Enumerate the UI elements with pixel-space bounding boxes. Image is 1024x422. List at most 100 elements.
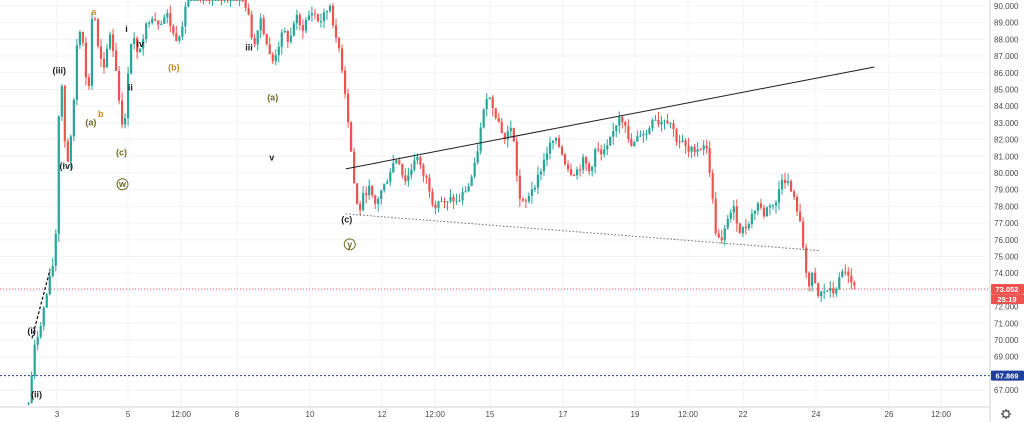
- candle-body: [211, 0, 214, 1]
- candle-body: [572, 174, 576, 176]
- candle-body: [729, 212, 732, 219]
- gear-icon[interactable]: [1001, 409, 1011, 419]
- candle-body: [139, 48, 142, 53]
- candle-body: [642, 134, 645, 136]
- candle-body: [762, 207, 766, 217]
- impulse-trendline: [31, 269, 51, 339]
- candle-body: [105, 48, 109, 68]
- candle-body: [811, 272, 814, 287]
- candle-body: [51, 265, 54, 276]
- wave-label: iii: [245, 42, 253, 52]
- x-tick-label: 12:00: [931, 410, 952, 419]
- candle-body: [476, 151, 479, 163]
- candle-body: [482, 109, 485, 128]
- candle-body: [681, 140, 684, 142]
- candle-body: [609, 136, 612, 146]
- candle-body: [735, 206, 738, 224]
- wave-label: w: [118, 179, 127, 189]
- candle-body: [377, 199, 380, 204]
- candle-body: [130, 43, 133, 74]
- candle-body: [226, 0, 229, 1]
- candle-body: [503, 132, 506, 140]
- candle-body: [464, 191, 467, 193]
- wave-label: a: [91, 7, 97, 17]
- candle-body: [518, 175, 521, 199]
- candle-body: [60, 85, 63, 117]
- x-tick-label: 12: [378, 410, 387, 419]
- candle-body: [588, 163, 591, 172]
- wave-label-circle: [116, 178, 129, 191]
- candle-body: [699, 149, 702, 151]
- candle-body: [579, 169, 582, 171]
- candle-body: [678, 141, 681, 143]
- x-tick-label: 12:00: [425, 410, 446, 419]
- candle-body: [756, 203, 760, 211]
- candle-body: [220, 0, 223, 1]
- x-tick-label: 3: [55, 410, 60, 419]
- candle-body: [835, 288, 838, 294]
- y-tick-label: 69.000: [994, 353, 1019, 362]
- candle-body: [458, 200, 461, 202]
- candle-body: [624, 121, 627, 126]
- candle-body: [136, 38, 139, 53]
- candle-body: [148, 22, 151, 24]
- candle-body: [404, 175, 407, 182]
- candle-body: [386, 181, 389, 184]
- wave-label: (iv): [59, 161, 73, 171]
- candle-body: [99, 46, 103, 59]
- candle-body: [163, 17, 166, 24]
- candle-body: [509, 127, 512, 132]
- wave-label: i: [125, 24, 128, 34]
- candle-body: [181, 26, 184, 37]
- candle-body: [648, 128, 651, 134]
- candle-body: [696, 149, 699, 152]
- y-tick-label: 83.000: [994, 119, 1019, 128]
- candle-body: [814, 272, 817, 284]
- x-tick-label: 5: [126, 410, 131, 419]
- wave-label: (i): [27, 326, 36, 336]
- candle-body: [217, 0, 220, 1]
- candle-body: [817, 283, 820, 296]
- candle-body: [717, 233, 720, 238]
- price-tag-label: 73.052: [996, 285, 1019, 294]
- candle-body: [75, 45, 78, 100]
- candle-body: [316, 14, 320, 22]
- candle-body: [250, 14, 253, 38]
- wave-label: ii: [128, 82, 133, 92]
- candle-body: [108, 34, 112, 49]
- candle-body: [133, 38, 136, 44]
- candle-body: [569, 169, 573, 175]
- candle-body: [142, 38, 145, 49]
- x-tick-label: 12:00: [678, 410, 699, 419]
- candle-body: [90, 18, 94, 86]
- candle-body: [820, 291, 823, 296]
- candle-body: [57, 116, 60, 234]
- candle-body: [27, 402, 30, 404]
- candle-body: [747, 224, 750, 229]
- candle-body: [702, 145, 705, 150]
- candle-body: [597, 149, 600, 151]
- candle-body: [795, 196, 799, 212]
- candle-body: [838, 277, 841, 289]
- candle-body: [271, 54, 274, 62]
- price-axis[interactable]: 67.00068.00069.00070.00071.00072.00073.0…: [989, 0, 1019, 422]
- candle-body: [663, 120, 666, 122]
- time-axis[interactable]: 3 5 12:00 8 10 12 12:00 15 17 19 12:00 22 24 26 12:00: [0, 406, 990, 419]
- candle-body: [521, 198, 524, 201]
- price-tag-label: 67.869: [996, 371, 1019, 380]
- candle-body: [672, 123, 675, 130]
- candle-body: [169, 13, 172, 27]
- candle-body: [630, 138, 633, 146]
- candle-body: [741, 226, 744, 234]
- candle-body: [114, 50, 118, 71]
- candle-body: [600, 149, 603, 155]
- candle-body: [395, 160, 398, 163]
- candle-body: [714, 198, 717, 234]
- candle-body: [530, 189, 534, 196]
- candle-body: [223, 0, 226, 1]
- candle-body: [428, 177, 431, 192]
- candle-body: [280, 32, 283, 47]
- x-tick-label: 8: [235, 410, 240, 419]
- candle-body: [425, 175, 428, 178]
